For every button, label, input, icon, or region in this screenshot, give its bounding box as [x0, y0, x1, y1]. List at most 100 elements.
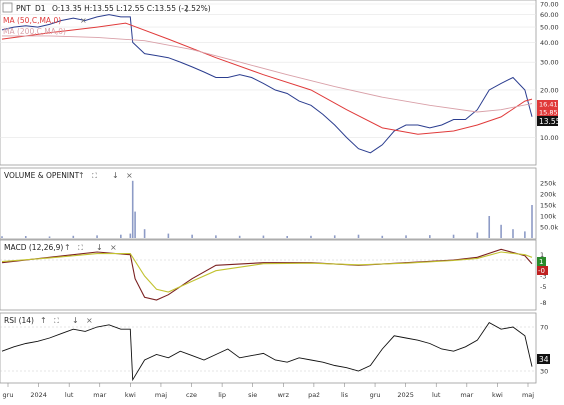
close-icon[interactable]: × [126, 171, 133, 180]
macd-tick-label: -3 [540, 273, 546, 281]
arrow-up-icon[interactable]: ↑ [78, 171, 85, 180]
arrow-down-icon[interactable]: ↓ [96, 243, 103, 252]
rsi-header: RSI (14) ↑ ⛶ ↓ × [4, 316, 93, 325]
price-tick-label: 10.00 [540, 134, 559, 142]
price-tick-label: 60.00 [540, 11, 559, 19]
volume-bar [488, 216, 491, 238]
expand-icon[interactable]: ⛶ [92, 172, 97, 180]
x-tick-label: 2025 [397, 391, 414, 399]
badge-last: 13.55 [539, 117, 561, 126]
arrow-down-icon[interactable]: ↓ [112, 171, 119, 180]
price-panel-frame [0, 0, 537, 166]
ma50-label[interactable]: MA (50,C,MA,0) [3, 16, 61, 25]
price-header: PNT D1 O:13.35 H:13.55 L:12.55 C:13.55 (… [2, 2, 211, 36]
volume-bar [381, 235, 384, 238]
volume-bar [512, 229, 514, 238]
ma200-line [2, 35, 533, 113]
arrow-down-icon[interactable]: ↓ [72, 316, 79, 325]
volume-bar [476, 232, 479, 238]
expand-icon[interactable]: ⛶ [78, 244, 83, 252]
volume-tick-label: 200k [540, 191, 556, 199]
volume-bar [215, 235, 217, 238]
close-icon[interactable]: × [80, 16, 87, 25]
price-line [1, 14, 533, 154]
price-tick-label: 70.00 [540, 1, 559, 9]
x-tick-label: paź [308, 391, 320, 399]
x-tick-label: maj [522, 391, 534, 399]
rsi-panel-label: RSI (14) [4, 316, 34, 325]
macd-badge-0-bg [537, 266, 548, 275]
rsi-tick-label: 30 [540, 368, 548, 376]
macd-tick-label: 1 [540, 251, 544, 259]
badge-a-bg [537, 100, 558, 108]
series-layer [1, 14, 533, 382]
rsi-last-value: 34 [539, 355, 549, 364]
volume-bar [310, 235, 312, 238]
collapse-icon[interactable] [2, 2, 13, 13]
volume-header: VOLUME & OPENINT ↑ ⛶ ↓ × [4, 171, 133, 180]
price-badges: 16.41 15.85 13.55 [537, 100, 561, 126]
x-tick-label: maj [155, 391, 167, 399]
volume-bar [191, 234, 193, 238]
volume-bar [24, 236, 27, 238]
price-tick-label: 20.00 [540, 86, 559, 94]
macd-badges: 1 -0 [537, 257, 548, 275]
price-tick-label: 50.00 [540, 24, 559, 32]
volume-bar [500, 224, 502, 238]
grid-lines [0, 3, 536, 372]
macd-badge-1: 1 [539, 258, 543, 266]
arrow-down-icon[interactable]: ↓ [183, 5, 191, 15]
volume-bar [48, 236, 51, 238]
expand-icon[interactable]: ⛶ [54, 317, 59, 325]
volume-panel-label: VOLUME & OPENINT [4, 171, 80, 180]
volume-bar [405, 235, 407, 238]
x-tick-label: kwi [125, 391, 136, 399]
x-tick-label: kwi [492, 391, 503, 399]
volume-bar [286, 236, 289, 238]
volume-panel-frame [0, 167, 537, 240]
volume-bar [1, 236, 3, 238]
macd-panel-label: MACD (12,26,9) [4, 243, 63, 252]
volume-bar [333, 235, 336, 238]
volume-tick-label: 50.0k [540, 224, 558, 232]
volume-tick-label: 100k [540, 213, 556, 221]
symbol-label: PNT [16, 4, 31, 13]
volume-bar [134, 211, 136, 238]
volume-bar [452, 234, 455, 238]
x-tick-label: mar [93, 391, 106, 399]
volume-bar [167, 233, 170, 238]
ma200-label[interactable]: MA (200,C,MA,0) [3, 27, 66, 36]
x-tick-label: 2024 [30, 391, 47, 399]
rsi-badge-bg [537, 354, 550, 364]
macd-tick-label: -8 [540, 299, 546, 307]
volume-bar [531, 205, 533, 238]
volume-bar [238, 235, 241, 238]
macd-badge-1-bg [537, 257, 546, 266]
badge-b: 15.85 [539, 109, 558, 117]
timeframe-label: D1 [35, 4, 46, 13]
volume-bar [129, 233, 132, 238]
ohlc-readout: O:13.35 H:13.55 L:12.55 C:13.55 (-2.52%) [52, 4, 211, 13]
ma50-line [1, 22, 533, 135]
volume-bar [72, 235, 75, 238]
axis-ticks: 70.00 60.00 50.00 40.00 30.00 20.00 10.00 250k 2… [3, 1, 559, 400]
rsi-tick-label: 70 [540, 324, 548, 332]
x-tick-label: mar [460, 391, 473, 399]
x-tick-label: lut [65, 391, 74, 399]
macd-badge-0: -0 [538, 267, 545, 275]
arrow-up-icon[interactable]: ↑ [40, 316, 47, 325]
volume-bar [131, 180, 134, 238]
macd-line [1, 248, 533, 301]
x-tick-label: cze [186, 391, 197, 399]
macd-panel-frame [0, 239, 537, 311]
x-tick-label: lut [432, 391, 441, 399]
arrow-up-icon[interactable]: ↑ [64, 243, 71, 252]
volume-bar [524, 231, 526, 238]
volume-bar [143, 229, 146, 238]
price-tick-label: 30.00 [540, 59, 559, 67]
rsi-line [1, 322, 533, 382]
x-tick-label: sie [248, 391, 257, 399]
close-icon[interactable]: × [86, 316, 93, 325]
close-icon[interactable]: × [110, 243, 117, 252]
volume-bar [96, 235, 98, 238]
